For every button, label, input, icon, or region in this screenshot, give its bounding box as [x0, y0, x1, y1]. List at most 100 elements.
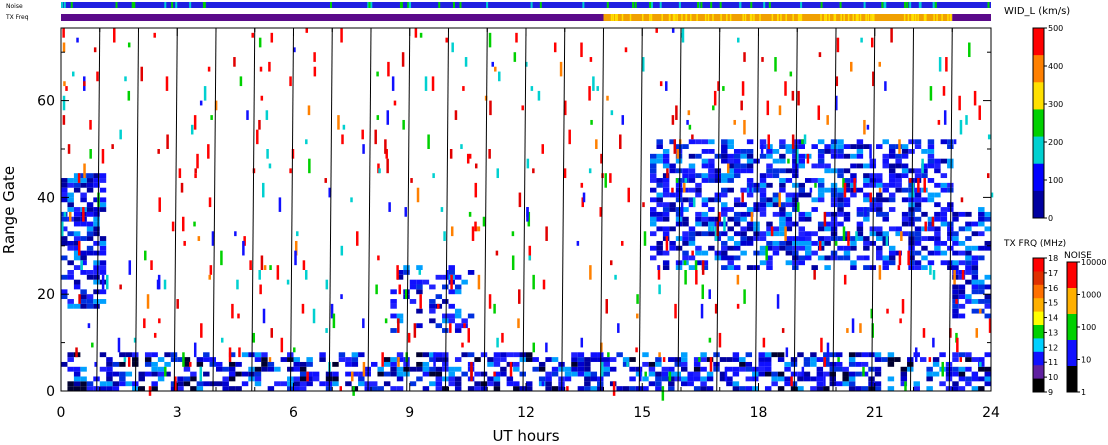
heatmap-cell	[965, 250, 972, 256]
heatmap-cell	[759, 153, 767, 159]
heatmap-speck	[955, 299, 958, 304]
heatmap-cell	[435, 386, 443, 391]
heatmap-speck	[655, 28, 658, 33]
heatmap-cell	[687, 376, 694, 382]
heatmap-cell	[901, 163, 909, 169]
heatmap-cell	[772, 202, 780, 208]
heatmap-cell	[106, 371, 113, 377]
heatmap-cell	[882, 197, 889, 203]
txfreq-strip-tick	[650, 14, 653, 21]
heatmap-speck	[396, 265, 399, 280]
heatmap-cell	[493, 381, 501, 387]
heatmap-cell	[662, 192, 670, 198]
heatmap-cell	[119, 376, 126, 382]
heatmap-cell	[435, 274, 443, 280]
heatmap-speck	[305, 28, 309, 33]
heatmap-cell	[500, 366, 507, 372]
heatmap-speck	[78, 240, 81, 256]
noise-strip-tick	[203, 2, 206, 8]
noise-strip-tick	[438, 2, 441, 8]
heatmap-cell	[493, 376, 501, 382]
heatmap-speck	[589, 57, 593, 62]
heatmap-cell	[746, 178, 754, 183]
heatmap-cell	[779, 168, 786, 174]
heatmap-cell	[958, 366, 966, 372]
heatmap-speck	[968, 42, 971, 58]
heatmap-speck	[595, 139, 598, 149]
colorbar-tick-label: 1	[1081, 388, 1086, 397]
heatmap-speck	[197, 236, 201, 241]
heatmap-cell	[461, 371, 468, 377]
heatmap-cell	[351, 361, 359, 367]
heatmap-cell	[965, 299, 972, 304]
heatmap-speck	[293, 47, 296, 53]
heatmap-cell	[876, 202, 883, 208]
heatmap-cell	[887, 357, 895, 362]
heatmap-cell	[396, 366, 404, 372]
heatmap-cell	[848, 386, 856, 391]
heatmap-cell	[656, 250, 663, 256]
heatmap-speck	[680, 32, 684, 38]
heatmap-cell	[467, 313, 475, 319]
heatmap-speck	[200, 323, 203, 338]
heatmap-cell	[196, 386, 204, 391]
heatmap-speck	[263, 265, 267, 270]
heatmap-cell	[888, 192, 896, 198]
heatmap-speck	[710, 226, 714, 232]
heatmap-speck	[401, 52, 405, 67]
txfreq-strip-tick	[704, 14, 707, 21]
heatmap-cell	[984, 211, 991, 217]
colorbar-tick-label: 10000	[1081, 258, 1106, 267]
heatmap-cell	[67, 381, 74, 387]
heatmap-cell	[701, 216, 709, 222]
colorbar-frame	[1032, 257, 1045, 393]
heatmap-cell	[777, 371, 785, 377]
heatmap-speck	[96, 71, 99, 82]
noise-strip-tick	[919, 2, 922, 8]
heatmap-cell	[390, 303, 397, 309]
heatmap-cell	[80, 270, 87, 275]
heatmap-cell	[642, 386, 649, 391]
heatmap-cell	[306, 357, 313, 362]
heatmap-cell	[759, 245, 767, 251]
txfreq-strip-tick	[834, 14, 837, 21]
heatmap-speck	[280, 337, 284, 353]
heatmap-cell	[874, 371, 882, 377]
heatmap-cell	[947, 144, 954, 149]
heatmap-cell	[688, 240, 696, 246]
heatmap-speck	[393, 100, 397, 106]
heatmap-cell	[932, 371, 940, 377]
heatmap-cell	[228, 386, 236, 391]
heatmap-cell	[901, 153, 909, 159]
heatmap-cell	[73, 182, 81, 188]
noise-strip-tick	[459, 2, 462, 8]
heatmap-cell	[927, 149, 935, 154]
heatmap-cell	[584, 371, 591, 377]
heatmap-speck	[521, 105, 524, 111]
heatmap-cell	[261, 361, 268, 367]
heatmap-cell	[811, 163, 818, 169]
heatmap-cell	[93, 274, 100, 280]
heatmap-cell	[792, 153, 799, 159]
heatmap-cell	[416, 265, 423, 270]
heatmap-cell	[241, 371, 249, 377]
heatmap-cell	[733, 168, 741, 174]
heatmap-cell	[908, 139, 915, 145]
heatmap-speck	[234, 231, 237, 237]
heatmap-cell	[740, 240, 747, 246]
txfreq-strip-tick	[907, 14, 910, 21]
heatmap-cell	[73, 284, 81, 290]
txfreq-strip-tick	[855, 14, 858, 21]
heatmap-cell	[688, 236, 696, 241]
heatmap-speck	[914, 347, 918, 362]
heatmap-cell	[668, 357, 675, 362]
txfreq-strip-tick	[661, 14, 663, 21]
heatmap-cell	[461, 318, 468, 324]
heatmap-cell	[971, 284, 979, 290]
heatmap-cell	[746, 139, 754, 145]
x-tick-label: 24	[982, 405, 1000, 421]
noise-strip-tick	[884, 2, 887, 8]
scan-boundary-line	[522, 27, 527, 392]
heatmap-cell	[869, 182, 877, 188]
